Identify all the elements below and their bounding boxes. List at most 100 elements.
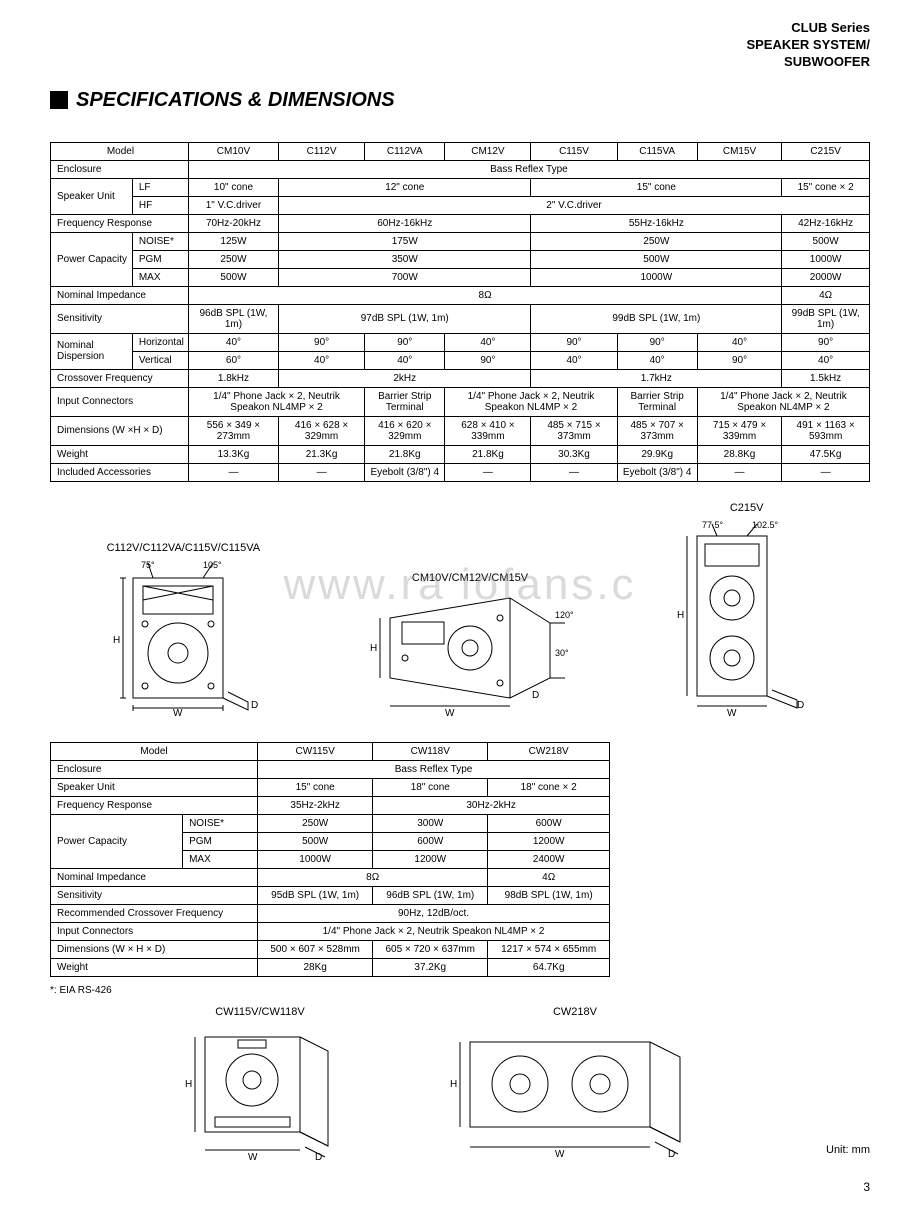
t1-hf-cm10v: 1" V.C.driver bbox=[188, 196, 278, 214]
diagram-1: C112V/C112VA/C115V/C115VA H W D bbox=[93, 542, 273, 718]
svg-text:H: H bbox=[113, 635, 120, 646]
t1-cross-label: Crossover Frequency bbox=[51, 369, 189, 387]
t1-w4: 30.3Kg bbox=[531, 445, 617, 463]
header-line2: SPEAKER SYSTEM/ bbox=[50, 37, 870, 54]
square-icon bbox=[50, 91, 68, 109]
t2-n0: 250W bbox=[258, 814, 373, 832]
t1-lf-12: 12" cone bbox=[279, 178, 531, 196]
t1-imp-8: 8Ω bbox=[188, 286, 781, 304]
t1-disp-label: Nominal Dispersion bbox=[51, 333, 133, 369]
diagram-2: CM10V/CM12V/CM15V H W D 120° 30° bbox=[360, 572, 580, 718]
t1-d1: 416 × 628 × 329mm bbox=[279, 416, 365, 445]
t2-input-label: Input Connectors bbox=[51, 922, 258, 940]
t1-noise-0: 125W bbox=[188, 232, 278, 250]
t1-w6: 28.8Kg bbox=[697, 445, 781, 463]
t1-acc5: Eyebolt (3/8") 4 bbox=[617, 463, 697, 481]
svg-text:D: D bbox=[315, 1152, 322, 1162]
t1-h5: 90° bbox=[617, 333, 697, 351]
t1-sens-12: 97dB SPL (1W, 1m) bbox=[279, 304, 531, 333]
t1-h3: 40° bbox=[445, 333, 531, 351]
diagram-4: CW115V/CW118V H W D bbox=[170, 1006, 350, 1162]
t1-lf-cm10v: 10" cone bbox=[188, 178, 278, 196]
t2-p0: 500W bbox=[258, 832, 373, 850]
t1-d7: 491 × 1163 × 593mm bbox=[782, 416, 870, 445]
speaker-front-diagram-icon: H W D 75° 105° bbox=[93, 558, 273, 718]
t1-acc4: — bbox=[531, 463, 617, 481]
t2-s1: 96dB SPL (1W, 1m) bbox=[373, 886, 488, 904]
t2-input-value: 1/4" Phone Jack × 2, Neutrik Speakon NL4… bbox=[258, 922, 610, 940]
t1-input-label: Input Connectors bbox=[51, 387, 189, 416]
speaker-monitor-diagram-icon: H W D 120° 30° bbox=[360, 588, 580, 718]
footnote: *: EIA RS-426 bbox=[50, 985, 870, 996]
t1-d2: 416 × 620 × 329mm bbox=[365, 416, 445, 445]
t1-v2: 40° bbox=[365, 351, 445, 369]
t1-w2: 21.8Kg bbox=[365, 445, 445, 463]
t1-acc1: — bbox=[279, 463, 365, 481]
diagram2-caption: CM10V/CM12V/CM15V bbox=[360, 572, 580, 584]
diagram-3: C215V H W D 77.5° 102.5° bbox=[667, 502, 827, 718]
t1-noise-2: 250W bbox=[531, 232, 782, 250]
diagram-5: CW218V H W D bbox=[440, 1006, 710, 1162]
t1-v6: 90° bbox=[697, 351, 781, 369]
svg-text:H: H bbox=[677, 610, 684, 621]
unit-label: Unit: mm bbox=[826, 1144, 870, 1162]
svg-text:102.5°: 102.5° bbox=[752, 520, 779, 530]
svg-text:75°: 75° bbox=[141, 560, 155, 570]
t1-input-b: Barrier Strip Terminal bbox=[365, 387, 445, 416]
t1-w7: 47.5Kg bbox=[782, 445, 870, 463]
t1-d4: 485 × 715 × 373mm bbox=[531, 416, 617, 445]
t2-su0: 15" cone bbox=[258, 778, 373, 796]
t2-m2: CW218V bbox=[488, 742, 610, 760]
t1-h4: 90° bbox=[531, 333, 617, 351]
svg-text:H: H bbox=[450, 1079, 457, 1090]
t1-weight-label: Weight bbox=[51, 445, 189, 463]
t1-enclosure-label: Enclosure bbox=[51, 160, 189, 178]
t2-rec-label: Recommended Crossover Frequency bbox=[51, 904, 258, 922]
diagram3-caption: C215V bbox=[667, 502, 827, 514]
t2-model-label: Model bbox=[51, 742, 258, 760]
svg-text:D: D bbox=[532, 690, 539, 701]
t1-h1: 90° bbox=[279, 333, 365, 351]
t1-v-label: Vertical bbox=[132, 351, 188, 369]
t1-m3: CM12V bbox=[445, 142, 531, 160]
svg-text:W: W bbox=[248, 1152, 258, 1162]
t2-w2: 64.7Kg bbox=[488, 958, 610, 976]
t2-rec-value: 90Hz, 12dB/oct. bbox=[258, 904, 610, 922]
t2-su1: 18" cone bbox=[373, 778, 488, 796]
subwoofer-single-diagram-icon: H W D bbox=[170, 1022, 350, 1162]
svg-text:W: W bbox=[173, 708, 183, 718]
svg-text:W: W bbox=[445, 708, 455, 718]
t1-acc6: — bbox=[697, 463, 781, 481]
t2-x1: 1200W bbox=[373, 850, 488, 868]
t2-x0: 1000W bbox=[258, 850, 373, 868]
t2-x2: 2400W bbox=[488, 850, 610, 868]
t1-input-d: Barrier Strip Terminal bbox=[617, 387, 697, 416]
t1-acc7: — bbox=[782, 463, 870, 481]
t1-w0: 13.3Kg bbox=[188, 445, 278, 463]
t1-cross-15: 1.7kHz bbox=[531, 369, 782, 387]
t1-d0: 556 × 349 × 273mm bbox=[188, 416, 278, 445]
section-title-text: SPECIFICATIONS & DIMENSIONS bbox=[76, 89, 395, 112]
page-number: 3 bbox=[50, 1180, 870, 1194]
svg-text:H: H bbox=[370, 643, 377, 654]
svg-text:77.5°: 77.5° bbox=[702, 520, 724, 530]
t1-noise-3: 500W bbox=[782, 232, 870, 250]
t1-lf-c215v: 15" cone × 2 bbox=[782, 178, 870, 196]
svg-text:D: D bbox=[251, 700, 258, 711]
t2-pgm-label: PGM bbox=[183, 832, 258, 850]
t1-freq-c215v: 42Hz-16kHz bbox=[782, 214, 870, 232]
t1-max-1: 700W bbox=[279, 268, 531, 286]
t2-p1: 600W bbox=[373, 832, 488, 850]
spec-table-2: Model CW115V CW118V CW218V Enclosure Bas… bbox=[50, 742, 610, 977]
t1-imp-label: Nominal Impedance bbox=[51, 286, 189, 304]
t1-cross-cm10v: 1.8kHz bbox=[188, 369, 278, 387]
t2-freq0: 35Hz-2kHz bbox=[258, 796, 373, 814]
t1-h6: 40° bbox=[697, 333, 781, 351]
t1-max-2: 1000W bbox=[531, 268, 782, 286]
t1-w1: 21.3Kg bbox=[279, 445, 365, 463]
t2-weight-label: Weight bbox=[51, 958, 258, 976]
t1-sens-cm10v: 96dB SPL (1W, 1m) bbox=[188, 304, 278, 333]
t2-sens-label: Sensitivity bbox=[51, 886, 258, 904]
t1-m7: C215V bbox=[782, 142, 870, 160]
t1-m1: C112V bbox=[279, 142, 365, 160]
